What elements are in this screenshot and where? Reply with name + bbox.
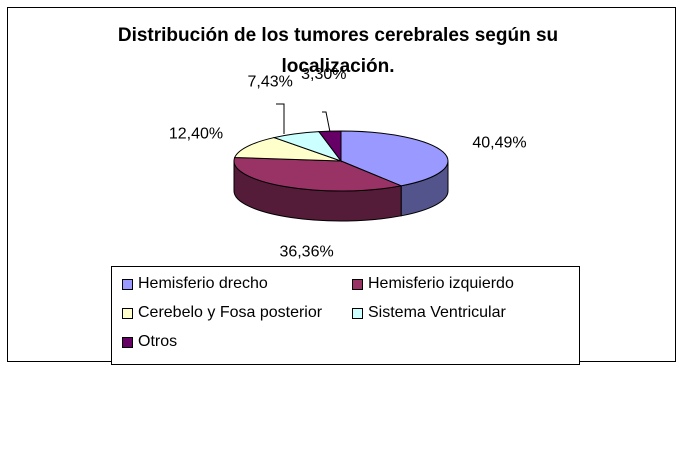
- pie-slice-2: [233, 137, 342, 162]
- legend-label: Hemisferio izquierdo: [368, 275, 514, 292]
- pie-slice-0: [340, 130, 449, 187]
- data-label: 12,40%: [169, 125, 223, 142]
- legend: Hemisferio drecho Hemisferio izquierdo C…: [111, 266, 580, 365]
- data-label: 7,43%: [248, 73, 293, 90]
- legend-label: Sistema Ventricular: [368, 304, 506, 321]
- data-label: 40,49%: [472, 134, 526, 151]
- legend-item-hemisferio-izquierdo: Hemisferio izquierdo: [352, 275, 514, 293]
- legend-label: Cerebelo y Fosa posterior: [138, 304, 323, 321]
- legend-item-cerebelo: Cerebelo y Fosa posterior: [122, 304, 322, 322]
- leader-line: [276, 103, 285, 134]
- legend-swatch: [122, 307, 133, 319]
- pie-chart: 40,49% 36,36% 12,40% 7,43% 3,30%: [169, 66, 527, 260]
- legend-label: Hemisferio drecho: [138, 275, 268, 292]
- legend-label: Otros: [138, 333, 178, 350]
- legend-swatch: [122, 336, 133, 348]
- chart-title: Distribución de los tumores cerebrales s…: [117, 25, 559, 77]
- legend-item-sistema-ventricular: Sistema Ventricular: [352, 304, 506, 322]
- legend-item-otros: Otros: [122, 333, 177, 351]
- data-label: 36,36%: [279, 243, 333, 260]
- pie-group: 40,49% 36,36% 12,40% 7,43% 3,30%: [169, 66, 527, 260]
- data-label: 3,30%: [301, 66, 346, 83]
- legend-swatch: [352, 307, 363, 319]
- leader-line: [322, 111, 331, 133]
- chart-frame: Distribución de los tumores cerebrales s…: [7, 7, 676, 365]
- pie-slice-1: [233, 156, 403, 192]
- legend-swatch: [122, 278, 133, 290]
- legend-swatch: [352, 278, 363, 290]
- legend-item-hemisferio-derecho: Hemisferio drecho: [122, 275, 268, 293]
